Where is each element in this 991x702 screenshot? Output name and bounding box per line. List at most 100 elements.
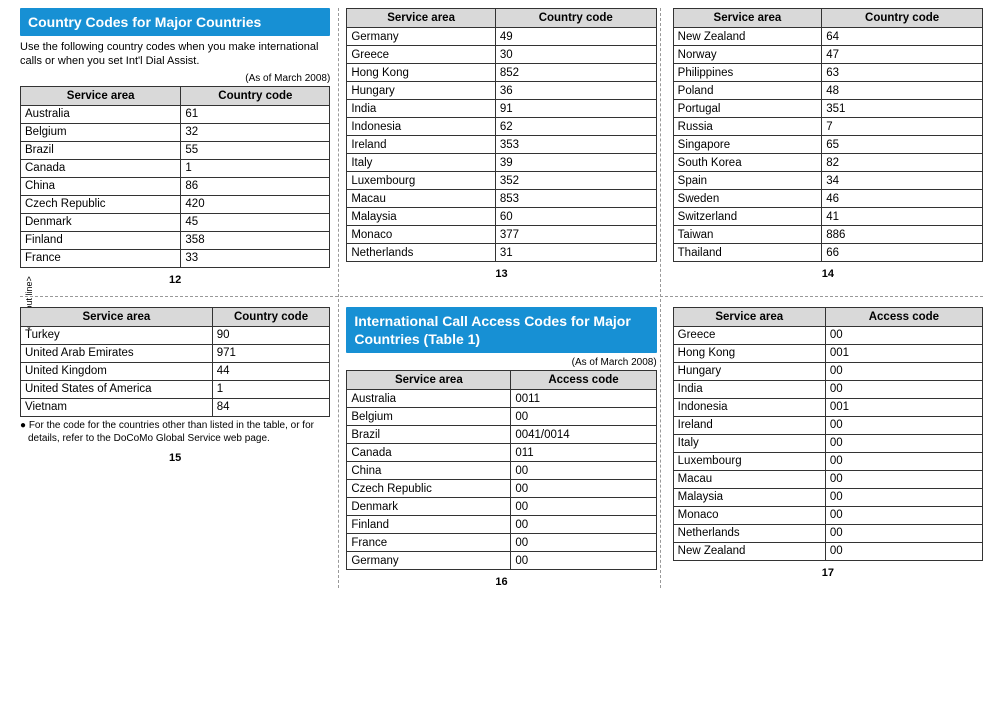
table-row: Portugal351	[673, 100, 982, 118]
code-cell: 33	[181, 249, 330, 267]
table-row: Hungary00	[673, 362, 982, 380]
code-cell: 84	[212, 398, 330, 416]
service-area-cell: Indonesia	[673, 398, 825, 416]
table-row: Luxembourg352	[347, 172, 656, 190]
table-row: Greece00	[673, 326, 982, 344]
table-header: Service area	[347, 9, 496, 28]
code-cell: 00	[825, 416, 982, 434]
service-area-cell: Ireland	[347, 136, 496, 154]
code-cell: 91	[495, 100, 656, 118]
service-area-cell: Italy	[347, 154, 496, 172]
code-cell: 971	[212, 344, 330, 362]
service-area-cell: Hungary	[347, 82, 496, 100]
table-row: United Arab Emirates971	[21, 344, 330, 362]
service-area-cell: France	[347, 534, 511, 552]
cut-line-horizontal	[20, 296, 983, 297]
table-row: Spain34	[673, 172, 982, 190]
code-cell: 00	[511, 462, 656, 480]
table-row: Netherlands31	[347, 244, 656, 262]
service-area-cell: France	[21, 249, 181, 267]
country-code-table: Service areaCountry codeAustralia61Belgi…	[20, 86, 330, 268]
table-row: Netherlands00	[673, 524, 982, 542]
code-cell: 00	[825, 434, 982, 452]
service-area-cell: Monaco	[347, 226, 496, 244]
table-row: Italy39	[347, 154, 656, 172]
table-row: France00	[347, 534, 656, 552]
cut-line-vertical	[338, 8, 339, 588]
table-row: China00	[347, 462, 656, 480]
code-cell: 420	[181, 195, 330, 213]
table-row: China86	[21, 177, 330, 195]
country-code-table: Service areaCountry codeNew Zealand64Nor…	[673, 8, 983, 262]
access-code-table: Service areaAccess codeAustralia0011Belg…	[346, 370, 656, 570]
service-area-cell: Finland	[347, 516, 511, 534]
country-code-table: Service areaCountry codeGermany49Greece3…	[346, 8, 656, 262]
service-area-cell: Czech Republic	[347, 480, 511, 498]
page-number: 17	[673, 567, 983, 579]
code-cell: 00	[511, 516, 656, 534]
table-row: India91	[347, 100, 656, 118]
table-row: Russia7	[673, 118, 982, 136]
code-cell: 44	[212, 362, 330, 380]
code-cell: 00	[511, 552, 656, 570]
service-area-cell: Macau	[673, 470, 825, 488]
service-area-cell: Vietnam	[21, 398, 213, 416]
table-header: Access code	[511, 371, 656, 390]
code-cell: 41	[822, 208, 983, 226]
code-cell: 82	[822, 154, 983, 172]
code-cell: 47	[822, 46, 983, 64]
table-row: Finland00	[347, 516, 656, 534]
table-row: Norway47	[673, 46, 982, 64]
code-cell: 00	[825, 524, 982, 542]
table-row: Germany00	[347, 552, 656, 570]
code-cell: 0011	[511, 390, 656, 408]
table-row: Germany49	[347, 28, 656, 46]
service-area-cell: Thailand	[673, 244, 822, 262]
panel-12: Country Codes for Major Countries Use th…	[20, 8, 330, 286]
service-area-cell: Germany	[347, 28, 496, 46]
service-area-cell: New Zealand	[673, 542, 825, 560]
code-cell: 48	[822, 82, 983, 100]
code-cell: 001	[825, 398, 982, 416]
service-area-cell: United Arab Emirates	[21, 344, 213, 362]
code-cell: 351	[822, 100, 983, 118]
section-title: International Call Access Codes for Majo…	[346, 307, 656, 353]
table-row: Hong Kong001	[673, 344, 982, 362]
service-area-cell: Sweden	[673, 190, 822, 208]
code-cell: 63	[822, 64, 983, 82]
table-header: Country code	[181, 86, 330, 105]
table-row: France33	[21, 249, 330, 267]
table-row: New Zealand00	[673, 542, 982, 560]
code-cell: 00	[825, 380, 982, 398]
service-area-cell: Macau	[347, 190, 496, 208]
table-row: Sweden46	[673, 190, 982, 208]
code-cell: 46	[822, 190, 983, 208]
table-row: Ireland353	[347, 136, 656, 154]
code-cell: 853	[495, 190, 656, 208]
code-cell: 90	[212, 326, 330, 344]
code-cell: 00	[825, 542, 982, 560]
service-area-cell: Taiwan	[673, 226, 822, 244]
service-area-cell: Portugal	[673, 100, 822, 118]
footnote: ● For the code for the countries other t…	[20, 419, 330, 446]
table-header: Service area	[347, 371, 511, 390]
service-area-cell: Malaysia	[347, 208, 496, 226]
table-row: Hong Kong852	[347, 64, 656, 82]
table-header: Country code	[495, 9, 656, 28]
page-number: 15	[20, 452, 330, 464]
table-row: Greece30	[347, 46, 656, 64]
service-area-cell: Denmark	[347, 498, 511, 516]
table-row: New Zealand64	[673, 28, 982, 46]
table-row: Czech Republic00	[347, 480, 656, 498]
access-code-table: Service areaAccess codeGreece00Hong Kong…	[673, 307, 983, 561]
service-area-cell: Netherlands	[347, 244, 496, 262]
table-row: Turkey90	[21, 326, 330, 344]
panel-14: Service areaCountry codeNew Zealand64Nor…	[673, 8, 983, 286]
panel-16: International Call Access Codes for Majo…	[346, 307, 656, 588]
service-area-cell: Finland	[21, 231, 181, 249]
service-area-cell: Hong Kong	[347, 64, 496, 82]
service-area-cell: Philippines	[673, 64, 822, 82]
table-row: Poland48	[673, 82, 982, 100]
code-cell: 31	[495, 244, 656, 262]
service-area-cell: Brazil	[347, 426, 511, 444]
